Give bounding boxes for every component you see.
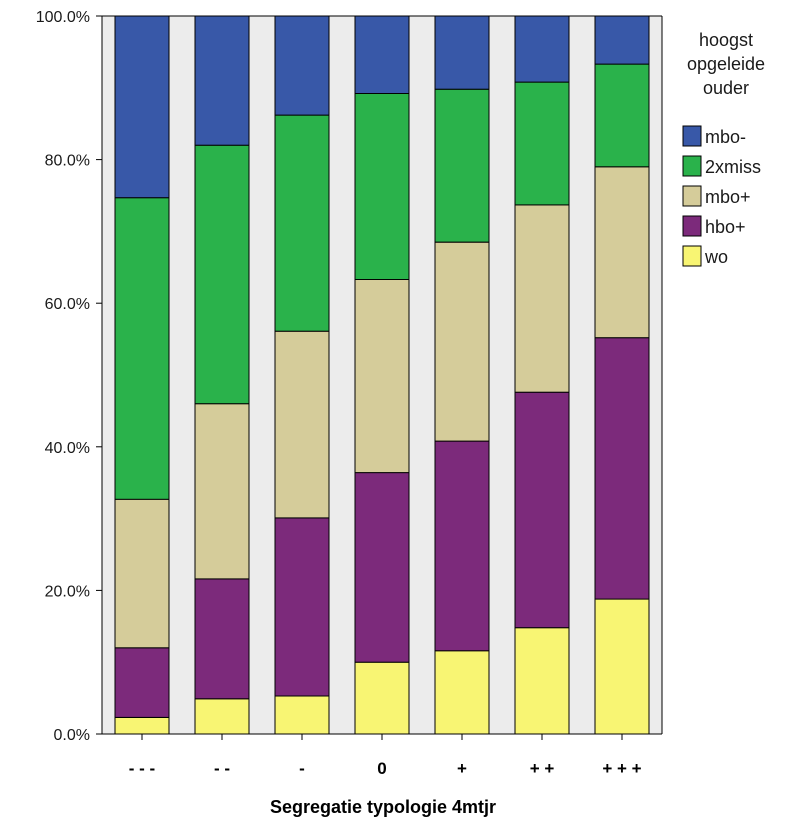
bar-segment-2xmiss-6	[594, 63, 650, 168]
x-axis-title: Segregatie typologie 4mtjr	[270, 797, 496, 817]
bar-segment-hbominus-2	[274, 517, 330, 697]
bar-segment-mbominus-2	[274, 330, 330, 519]
bar-segment-mbominus-6	[594, 166, 650, 339]
bar-segment-mbominus-5	[514, 204, 570, 393]
x-category-label: - - -	[129, 759, 155, 778]
legend-label: 2xmiss	[705, 157, 761, 177]
legend-swatch	[682, 125, 702, 147]
x-axis: - - - - - - 0 + + + + + +	[102, 733, 662, 778]
legend-label: mbo+	[705, 187, 751, 207]
bar-segment-wo-6	[594, 598, 650, 735]
bar-segment-wo-0	[114, 717, 170, 735]
legend-swatch	[682, 245, 702, 267]
x-category-label: +	[457, 759, 467, 778]
legend-title-line: hoogst	[699, 30, 753, 50]
bar-segment-2xmiss-5	[514, 81, 570, 206]
bar-segment-mbominus-1	[194, 15, 250, 146]
bar-segment-mbominus-4	[434, 15, 490, 90]
bar-segment-2xmiss-1	[194, 144, 250, 405]
bar-segment-hbominus-3	[354, 472, 410, 663]
bar-segment-hbominus-0	[114, 647, 170, 718]
bar-segment-hbominus-6	[594, 337, 650, 600]
legend-label: mbo-	[705, 127, 746, 147]
bar-segment-mbominus-3	[354, 15, 410, 94]
bar-segment-2xmiss-3	[354, 93, 410, 280]
bar-segment-wo-2	[274, 695, 330, 735]
legend-label: wo	[704, 247, 728, 267]
bar-segment-hbominus-4	[434, 440, 490, 652]
y-tick-label: 20.0%	[45, 583, 90, 600]
bar-segment-hbominus-1	[194, 578, 250, 700]
bar-segment-2xmiss-2	[274, 114, 330, 332]
bar-segment-2xmiss-0	[114, 197, 170, 500]
y-tick-label: 0.0%	[54, 727, 90, 744]
legend-label: hbo+	[705, 217, 746, 237]
legend-swatch	[682, 155, 702, 177]
bar-segment-wo-4	[434, 650, 490, 735]
y-tick-label: 40.0%	[45, 440, 90, 457]
x-category-label: + + +	[602, 759, 641, 778]
x-category-label: -	[299, 759, 305, 778]
bars-group	[114, 15, 650, 735]
bar-segment-2xmiss-4	[434, 88, 490, 243]
bar-segment-wo-1	[194, 698, 250, 735]
legend-title-line: ouder	[703, 78, 749, 98]
y-tick-label: 60.0%	[45, 296, 90, 313]
bar-segment-mbominus-3	[354, 279, 410, 474]
legend-swatch	[682, 185, 702, 207]
y-tick-label: 80.0%	[45, 153, 90, 170]
legend: hoogst opgeleide ouder mbo- 2xmiss mbo+ hbo+ wo	[682, 30, 765, 267]
bar-segment-wo-3	[354, 661, 410, 735]
bar-segment-wo-5	[514, 627, 570, 735]
bar-segment-mbominus-4	[434, 241, 490, 442]
bar-segment-mbominus-6	[594, 15, 650, 65]
bar-segment-hbominus-5	[514, 391, 570, 629]
bar-segment-mbominus-0	[114, 15, 170, 199]
x-category-label: - -	[214, 759, 230, 778]
bar-segment-mbominus-0	[114, 498, 170, 649]
x-category-label: 0	[377, 759, 386, 778]
bar-segment-mbominus-1	[194, 403, 250, 580]
y-axis: 0.0% 20.0% 40.0% 60.0% 80.0% 100.0%	[36, 9, 103, 744]
bar-segment-mbominus-5	[514, 15, 570, 83]
y-tick-label: 100.0%	[36, 9, 90, 26]
legend-title-line: opgeleide	[687, 54, 765, 74]
x-category-label: + +	[530, 759, 555, 778]
legend-swatch	[682, 215, 702, 237]
bar-segment-mbominus-2	[274, 15, 330, 116]
